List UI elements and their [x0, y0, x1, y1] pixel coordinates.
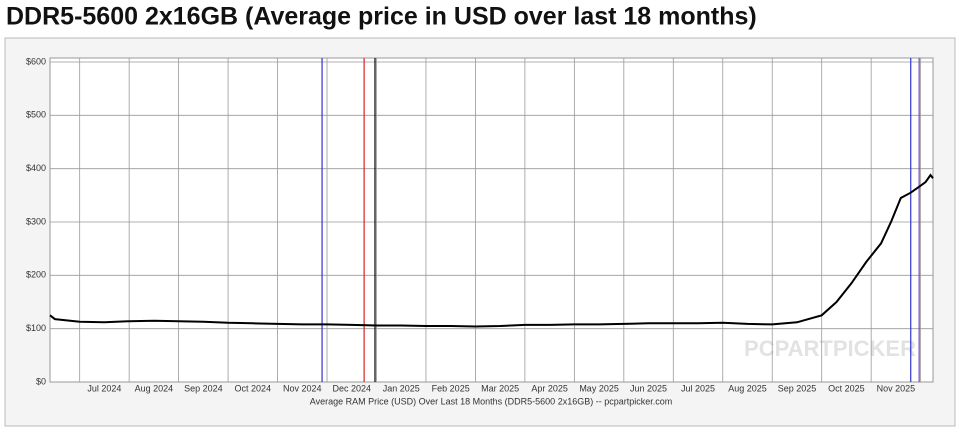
- x-tick-label: Apr 2025: [531, 383, 568, 393]
- y-tick-label: $0: [36, 376, 46, 386]
- x-tick-label: Oct 2025: [828, 383, 865, 393]
- x-axis-label: Average RAM Price (USD) Over Last 18 Mon…: [310, 396, 672, 406]
- y-tick-label: $100: [26, 323, 46, 333]
- x-tick-label: May 2025: [579, 383, 619, 393]
- x-tick-label: Feb 2025: [432, 383, 470, 393]
- x-tick-label: Sep 2024: [184, 383, 223, 393]
- x-tick-label: Jun 2025: [630, 383, 667, 393]
- x-tick-label: Mar 2025: [481, 383, 519, 393]
- x-tick-label: Jul 2024: [87, 383, 121, 393]
- x-tick-label: Oct 2024: [235, 383, 272, 393]
- x-tick-label: Nov 2024: [283, 383, 322, 393]
- x-tick-label: Nov 2025: [877, 383, 916, 393]
- x-tick-label: Aug 2025: [728, 383, 767, 393]
- chart-title: DDR5-5600 2x16GB (Average price in USD o…: [6, 3, 757, 31]
- x-tick-label: Jan 2025: [383, 383, 420, 393]
- x-tick-label: Sep 2025: [778, 383, 817, 393]
- x-tick-label: Jul 2025: [681, 383, 715, 393]
- y-tick-label: $200: [26, 270, 46, 280]
- y-tick-label: $400: [26, 163, 46, 173]
- plot-area: [49, 57, 934, 383]
- price-line: [49, 173, 934, 328]
- y-tick-label: $600: [26, 56, 46, 66]
- y-tick-label: $500: [26, 110, 46, 120]
- x-tick-label: Aug 2024: [135, 383, 174, 393]
- x-tick-label: Dec 2024: [332, 383, 371, 393]
- y-tick-label: $300: [26, 216, 46, 226]
- watermark: PCPARTPICKER: [744, 336, 916, 361]
